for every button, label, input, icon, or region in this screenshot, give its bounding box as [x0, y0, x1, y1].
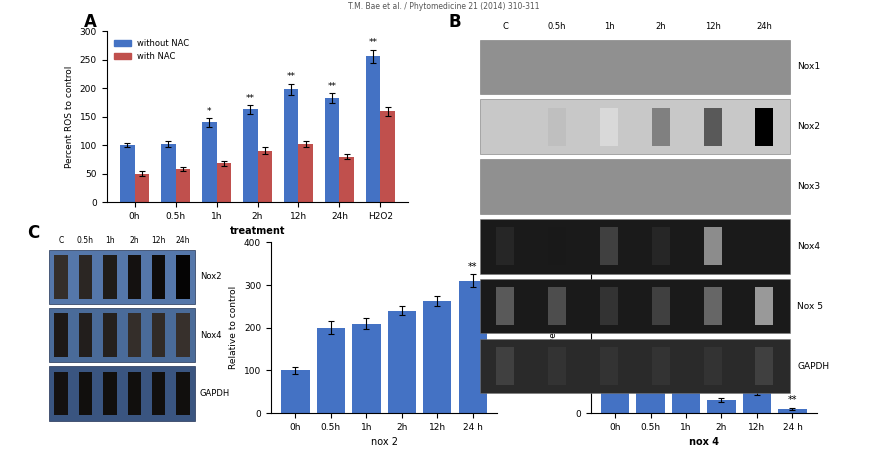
- Text: A: A: [84, 13, 97, 31]
- Text: 1h: 1h: [105, 236, 115, 245]
- Text: 1h: 1h: [604, 22, 614, 31]
- Bar: [778, 409, 806, 413]
- Text: Nox 5: Nox 5: [797, 302, 823, 311]
- Text: **: **: [788, 396, 797, 405]
- Bar: [243, 110, 258, 202]
- Bar: [325, 98, 339, 202]
- Text: Nox4: Nox4: [200, 330, 221, 340]
- Text: Nox2: Nox2: [797, 122, 821, 131]
- Bar: [387, 311, 416, 413]
- Bar: [162, 144, 176, 202]
- X-axis label: treatment: treatment: [230, 226, 285, 236]
- Text: B: B: [448, 13, 461, 31]
- Text: T.M. Bae et al. / Phytomedicine 21 (2014) 310-311: T.M. Bae et al. / Phytomedicine 21 (2014…: [348, 2, 540, 11]
- Bar: [380, 111, 395, 202]
- Text: Nox1: Nox1: [797, 62, 821, 71]
- Text: **: **: [468, 262, 478, 272]
- Bar: [217, 163, 231, 202]
- Bar: [258, 151, 272, 202]
- Bar: [601, 370, 630, 413]
- Text: **: **: [246, 93, 255, 102]
- Text: 12h: 12h: [152, 236, 166, 245]
- Text: C: C: [59, 236, 64, 245]
- Bar: [458, 281, 487, 413]
- Text: Nox3: Nox3: [797, 182, 821, 191]
- X-axis label: nox 4: nox 4: [689, 437, 718, 447]
- Bar: [353, 323, 381, 413]
- Text: GAPDH: GAPDH: [200, 389, 230, 398]
- Bar: [742, 392, 771, 413]
- Text: **: **: [369, 38, 377, 47]
- Bar: [672, 375, 701, 413]
- Bar: [366, 57, 380, 202]
- Bar: [707, 401, 735, 413]
- Text: 24h: 24h: [176, 236, 190, 245]
- Bar: [339, 157, 353, 202]
- Text: **: **: [287, 72, 296, 81]
- Bar: [120, 145, 135, 202]
- X-axis label: nox 2: nox 2: [370, 437, 398, 447]
- Bar: [423, 301, 451, 413]
- Text: 12h: 12h: [705, 22, 720, 31]
- Bar: [202, 123, 217, 202]
- Text: 2h: 2h: [130, 236, 139, 245]
- Text: *: *: [207, 106, 211, 115]
- Y-axis label: Percent ROS to control: Percent ROS to control: [65, 66, 74, 168]
- Bar: [284, 89, 298, 202]
- Y-axis label: Relative to control: Relative to control: [549, 286, 558, 370]
- Legend: without NAC, with NAC: without NAC, with NAC: [111, 35, 193, 64]
- Bar: [298, 144, 313, 202]
- Text: 0.5h: 0.5h: [548, 22, 567, 31]
- Text: Nox4: Nox4: [797, 242, 821, 251]
- Text: C: C: [27, 224, 39, 242]
- Text: **: **: [328, 82, 337, 91]
- Bar: [135, 174, 149, 202]
- Bar: [176, 169, 190, 202]
- Text: Nox2: Nox2: [200, 272, 221, 282]
- Bar: [637, 375, 665, 413]
- Bar: [317, 328, 345, 413]
- Text: GAPDH: GAPDH: [797, 361, 829, 370]
- Y-axis label: Relative to control: Relative to control: [229, 286, 238, 370]
- Bar: [281, 370, 310, 413]
- Text: 24h: 24h: [757, 22, 773, 31]
- Text: 2h: 2h: [655, 22, 666, 31]
- Text: 0.5h: 0.5h: [77, 236, 94, 245]
- Text: C: C: [503, 22, 508, 31]
